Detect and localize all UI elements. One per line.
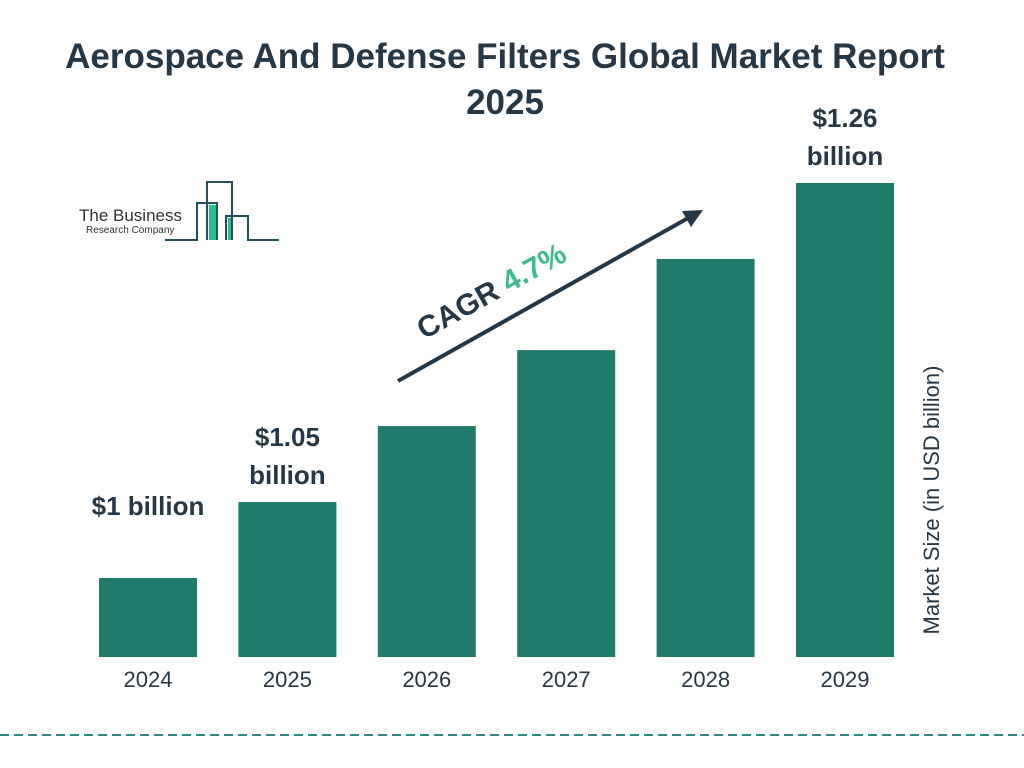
x-tick-label: 2029 <box>821 667 870 692</box>
bar-2025 <box>238 502 337 657</box>
data-label: $1.05 <box>255 422 320 452</box>
data-label: billion <box>807 141 884 171</box>
bar-2028 <box>656 258 755 657</box>
bar-2026 <box>377 426 476 657</box>
x-tick-label: 2026 <box>402 667 451 692</box>
x-tick-label: 2025 <box>263 667 312 692</box>
bar-2024 <box>99 578 197 657</box>
y-axis-label: Market Size (in USD billion) <box>919 365 944 635</box>
x-tick-label: 2027 <box>542 667 591 692</box>
data-label: billion <box>249 460 326 490</box>
x-tick-label: 2028 <box>681 667 730 692</box>
data-label: $1 billion <box>92 491 205 521</box>
chart-title: Aerospace And Defense Filters Global Mar… <box>65 37 945 122</box>
data-label: $1.26 <box>812 103 877 133</box>
bar-2029 <box>796 183 894 657</box>
logo-text-line2: Research Company <box>86 225 175 236</box>
x-tick-label: 2024 <box>124 667 173 692</box>
bar-2027 <box>517 350 616 657</box>
logo-text-line1: The Business <box>79 206 182 225</box>
cagr-arrow <box>397 210 703 383</box>
logo-icon <box>165 181 279 241</box>
